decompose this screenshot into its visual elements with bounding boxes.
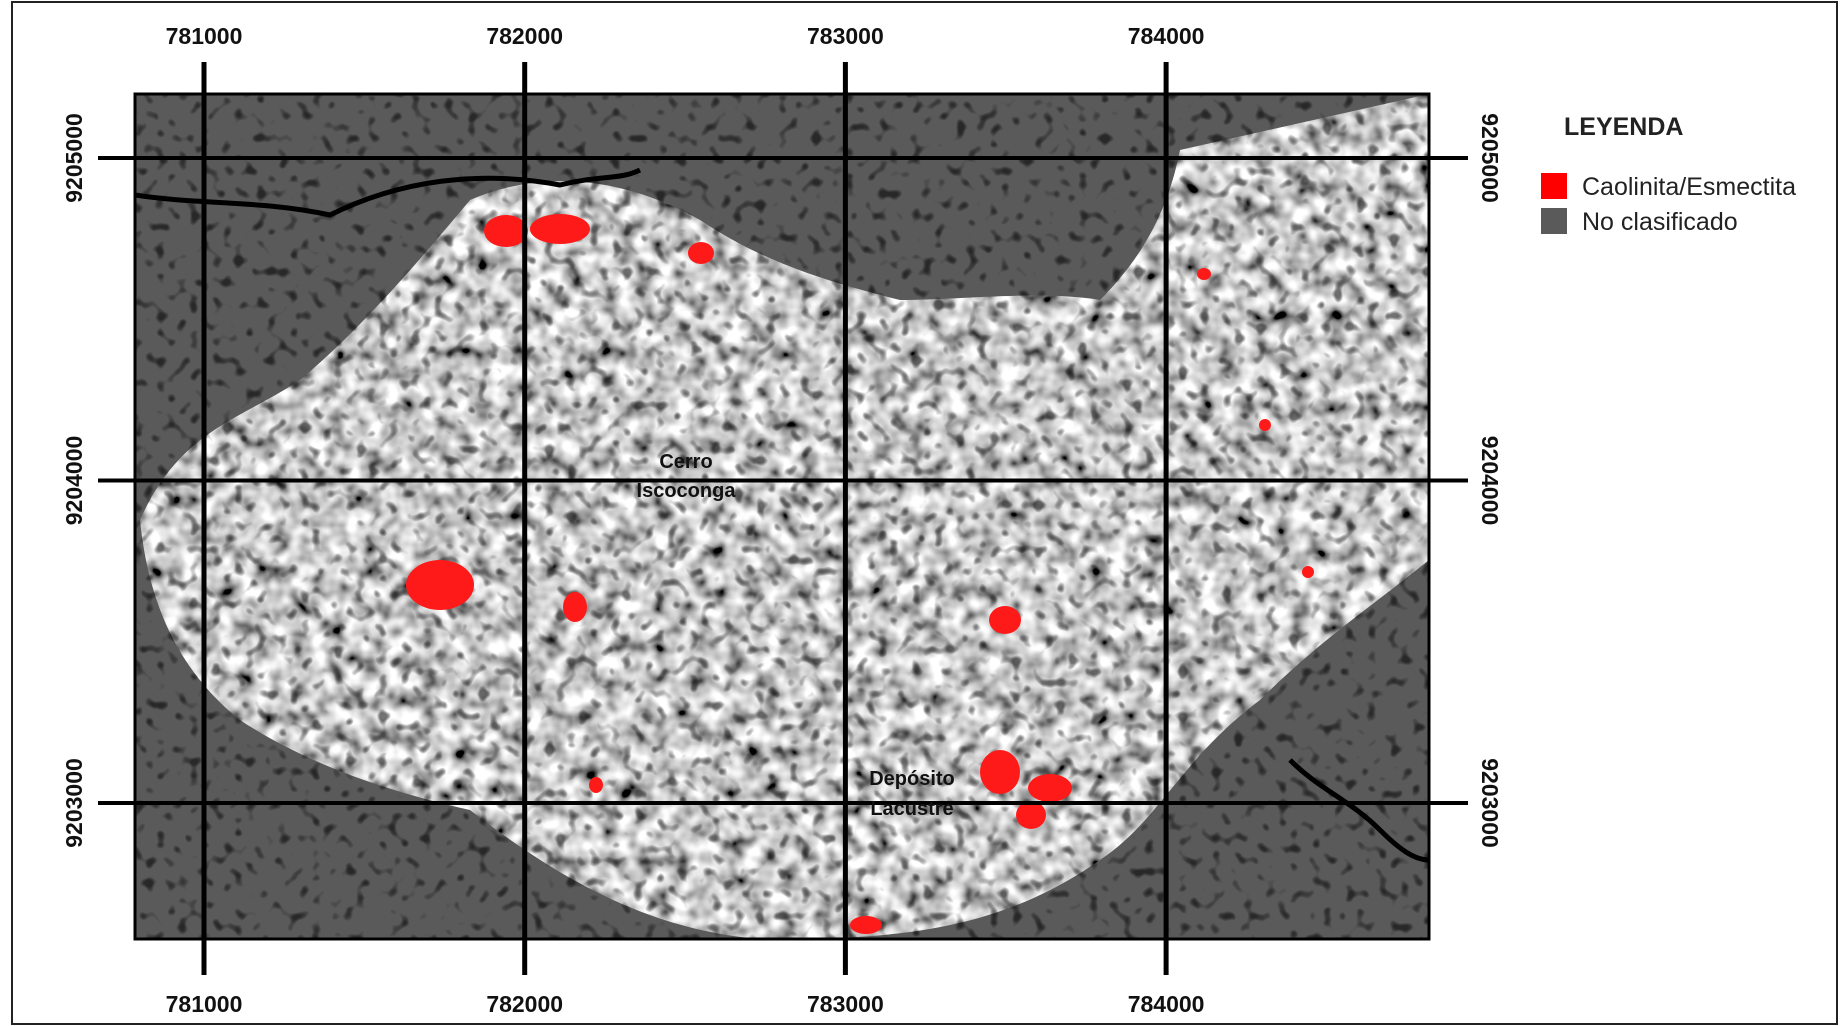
x-coordinate-label: 781000 [166, 23, 243, 49]
x-coordinate-label: 782000 [486, 991, 563, 1017]
drainage [1288, 758, 1429, 863]
place-label: Iscoconga [637, 480, 737, 502]
legend-swatch [1541, 208, 1567, 234]
y-coordinate-label: 9203000 [61, 758, 87, 848]
dark-speckles [135, 94, 1429, 939]
y-coordinate-label: 9204000 [61, 436, 87, 526]
y-coordinate-label: 9205000 [1477, 113, 1503, 203]
raster [135, 94, 1429, 939]
y-coordinate-label: 9205000 [61, 113, 87, 203]
figure-border [11, 1, 1838, 1025]
place-label: Cerro [659, 451, 712, 473]
legend-swatch [1541, 173, 1567, 199]
x-coordinate-label: 784000 [1128, 991, 1205, 1017]
legend-label: No clasificado [1582, 208, 1738, 236]
map-frame [133, 92, 1431, 941]
x-coordinate-label: 784000 [1128, 23, 1205, 49]
coordinate-grid: 781000 781000 782000 782000 783000 783000 7840… [61, 23, 1503, 1017]
x-coordinate-label: 781000 [166, 991, 243, 1017]
drainage [135, 167, 642, 218]
place-label: Lacustre [870, 798, 953, 820]
x-coordinate-label: 783000 [807, 23, 884, 49]
x-coordinate-label: 782000 [486, 23, 563, 49]
place-label: Depósito [869, 768, 955, 790]
legend-title: LEYENDA [1564, 113, 1683, 141]
legend-label: Caolinita/Esmectita [1582, 173, 1796, 201]
legend: Caolinita/Esmectita No clasificado [1541, 173, 1796, 236]
x-coordinate-label: 783000 [807, 991, 884, 1017]
y-coordinate-label: 9204000 [1477, 436, 1503, 526]
caolinita-areas [406, 214, 1314, 934]
y-coordinate-label: 9203000 [1477, 758, 1503, 848]
